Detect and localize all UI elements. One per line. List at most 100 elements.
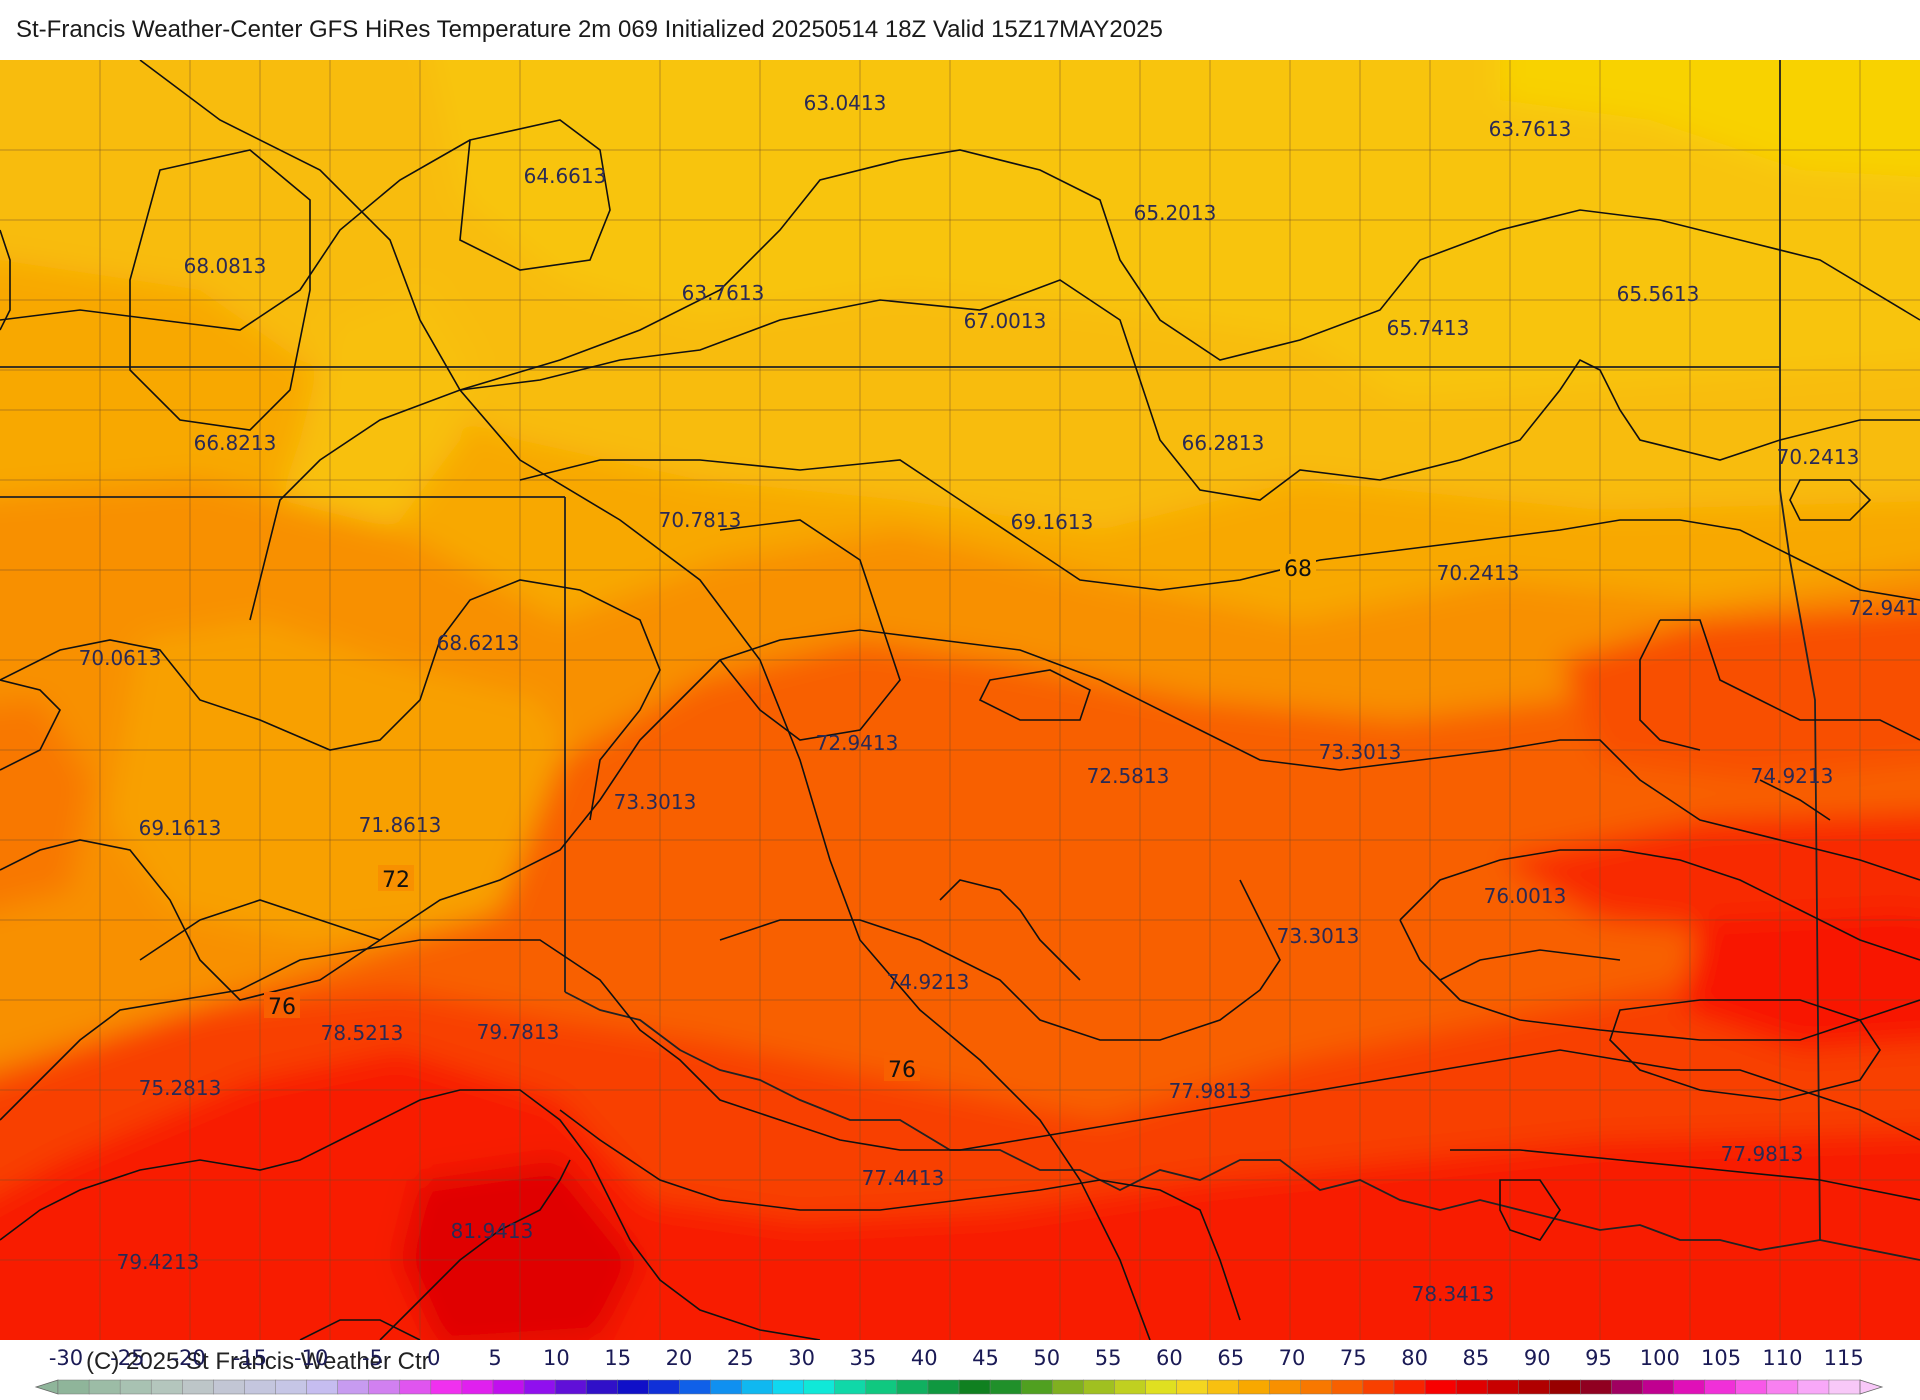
contour-label: 76 [888, 1058, 916, 1083]
colorbar-swatch [337, 1379, 370, 1395]
colorbar-swatch [1145, 1379, 1178, 1395]
colorbar-swatch [1393, 1379, 1426, 1395]
colorbar-tick-label: 35 [850, 1346, 877, 1370]
colorbar-swatch [368, 1379, 401, 1395]
colorbar-tick-label: -20 [171, 1346, 205, 1370]
colorbar-swatch [616, 1379, 650, 1395]
value-label: 69.1613 [139, 816, 222, 840]
colorbar-swatch [88, 1379, 121, 1395]
value-label: 73.3013 [614, 790, 697, 814]
colorbar-swatch [865, 1379, 898, 1395]
value-label: 68.0813 [184, 254, 267, 278]
colorbar-swatch [1455, 1379, 1488, 1395]
colorbar-swatch [430, 1379, 463, 1395]
value-label: 63.0413 [804, 91, 887, 115]
copyright-notice: (C) 2025 St Francis Weather Ctr [86, 1348, 430, 1375]
colorbar-swatch [1486, 1379, 1519, 1395]
value-label: 66.2813 [1182, 431, 1265, 455]
colorbar-swatch [1673, 1379, 1706, 1395]
colorbar-tick-label: -25 [110, 1346, 144, 1370]
value-label: 79.4213 [117, 1250, 200, 1274]
value-label: 67.0013 [964, 309, 1047, 333]
colorbar-swatch [1424, 1379, 1457, 1395]
colorbar-swatch [1642, 1379, 1675, 1395]
colorbar-swatch [958, 1379, 991, 1395]
temperature-map: 63.0413 64.6613 63.7613 68.0813 65.2013 … [0, 60, 1920, 1340]
colorbar-swatch [1331, 1379, 1364, 1395]
colorbar-swatch [275, 1379, 308, 1395]
value-label: 72.9413 [1849, 596, 1920, 620]
colorbar-swatch [1176, 1379, 1209, 1395]
colorbar-tick-label: 50 [1033, 1346, 1060, 1370]
colorbar-tick-label: 45 [972, 1346, 999, 1370]
value-label: 65.5613 [1617, 282, 1700, 306]
value-label: 74.9213 [1751, 764, 1834, 788]
value-label: 70.2413 [1437, 561, 1520, 585]
colorbar-swatch [772, 1379, 805, 1395]
value-label: 63.7613 [1489, 117, 1572, 141]
colorbar-swatch [1238, 1379, 1271, 1395]
colorbar-swatch [648, 1379, 681, 1395]
colorbar-swatch [1362, 1379, 1395, 1395]
colorbar-swatch [1797, 1379, 1830, 1395]
value-label: 65.2013 [1134, 201, 1217, 225]
colorbar-tick-label: 55 [1095, 1346, 1122, 1370]
contour-labels: 68 72 76 76 [264, 554, 1316, 1083]
colorbar-swatch [1269, 1379, 1302, 1395]
colorbar-tick-label: 85 [1463, 1346, 1490, 1370]
colorbar-swatch [1300, 1379, 1333, 1395]
colorbar-tick-label: 65 [1217, 1346, 1244, 1370]
value-label: 74.9213 [887, 970, 970, 994]
colorbar-swatch [989, 1379, 1022, 1395]
colorbar-swatch [1051, 1379, 1085, 1395]
value-label: 70.0613 [79, 646, 162, 670]
colorbar-tick-label: -15 [233, 1346, 267, 1370]
colorbar-swatch [1735, 1379, 1768, 1395]
colorbar-tick-label: 100 [1640, 1346, 1680, 1370]
colorbar-ticks: -30 -25 -20 -15 -10 -5 0 5 10 15 20 25 30 35 40 45 50 55 6… [49, 1346, 1864, 1370]
colorbar-swatch [492, 1379, 525, 1395]
colorbar-swatch [1020, 1379, 1053, 1395]
contour-label: 68 [1284, 557, 1312, 582]
colorbar-swatch [1704, 1379, 1737, 1395]
map-title: St-Francis Weather-Center GFS HiRes Temp… [16, 16, 1163, 43]
colorbar-swatch [1114, 1379, 1147, 1395]
colorbar-swatches [34, 1379, 1884, 1395]
value-label: 75.2813 [139, 1076, 222, 1100]
colorbar-tick-label: 15 [604, 1346, 631, 1370]
colorbar-tick-label: -10 [294, 1346, 328, 1370]
colorbar-tick-label: 20 [666, 1346, 693, 1370]
colorbar-tick-label: 80 [1401, 1346, 1428, 1370]
colorbar-tick-label: 10 [543, 1346, 570, 1370]
value-label: 72.5813 [1087, 764, 1170, 788]
value-label: 65.7413 [1387, 316, 1470, 340]
colorbar-tick-label: 5 [488, 1346, 501, 1370]
colorbar-swatch [741, 1379, 774, 1395]
temperature-value-labels: 63.0413 64.6613 63.7613 68.0813 65.2013 … [79, 91, 1920, 1306]
colorbar-swatch [523, 1379, 556, 1395]
value-label: 77.4413 [862, 1166, 945, 1190]
colorbar-tick-label: 30 [788, 1346, 815, 1370]
colorbar-tick-label: 110 [1762, 1346, 1802, 1370]
colorbar-swatch [119, 1379, 152, 1395]
colorbar-swatch [554, 1379, 587, 1395]
colorbar-tick-label: 90 [1524, 1346, 1551, 1370]
value-label: 71.8613 [359, 813, 442, 837]
colorbar-swatch [710, 1379, 743, 1395]
colorbar-arrow-left [34, 1379, 59, 1395]
colorbar-tick-label: 40 [911, 1346, 938, 1370]
colorbar-swatch [585, 1379, 618, 1395]
value-label: 73.3013 [1277, 924, 1360, 948]
colorbar-swatch [1083, 1379, 1116, 1395]
colorbar-swatch [834, 1379, 867, 1395]
colorbar-swatch [399, 1379, 432, 1395]
colorbar-tick-label: 70 [1279, 1346, 1306, 1370]
colorbar-swatch [896, 1379, 929, 1395]
value-label: 69.1613 [1011, 510, 1094, 534]
colorbar-tick-label: 60 [1156, 1346, 1183, 1370]
value-label: 63.7613 [682, 281, 765, 305]
colorbar-swatch [1766, 1379, 1799, 1395]
value-label: 77.9813 [1721, 1142, 1804, 1166]
value-label: 78.5213 [321, 1021, 404, 1045]
colorbar-tick-label: -5 [362, 1346, 383, 1370]
